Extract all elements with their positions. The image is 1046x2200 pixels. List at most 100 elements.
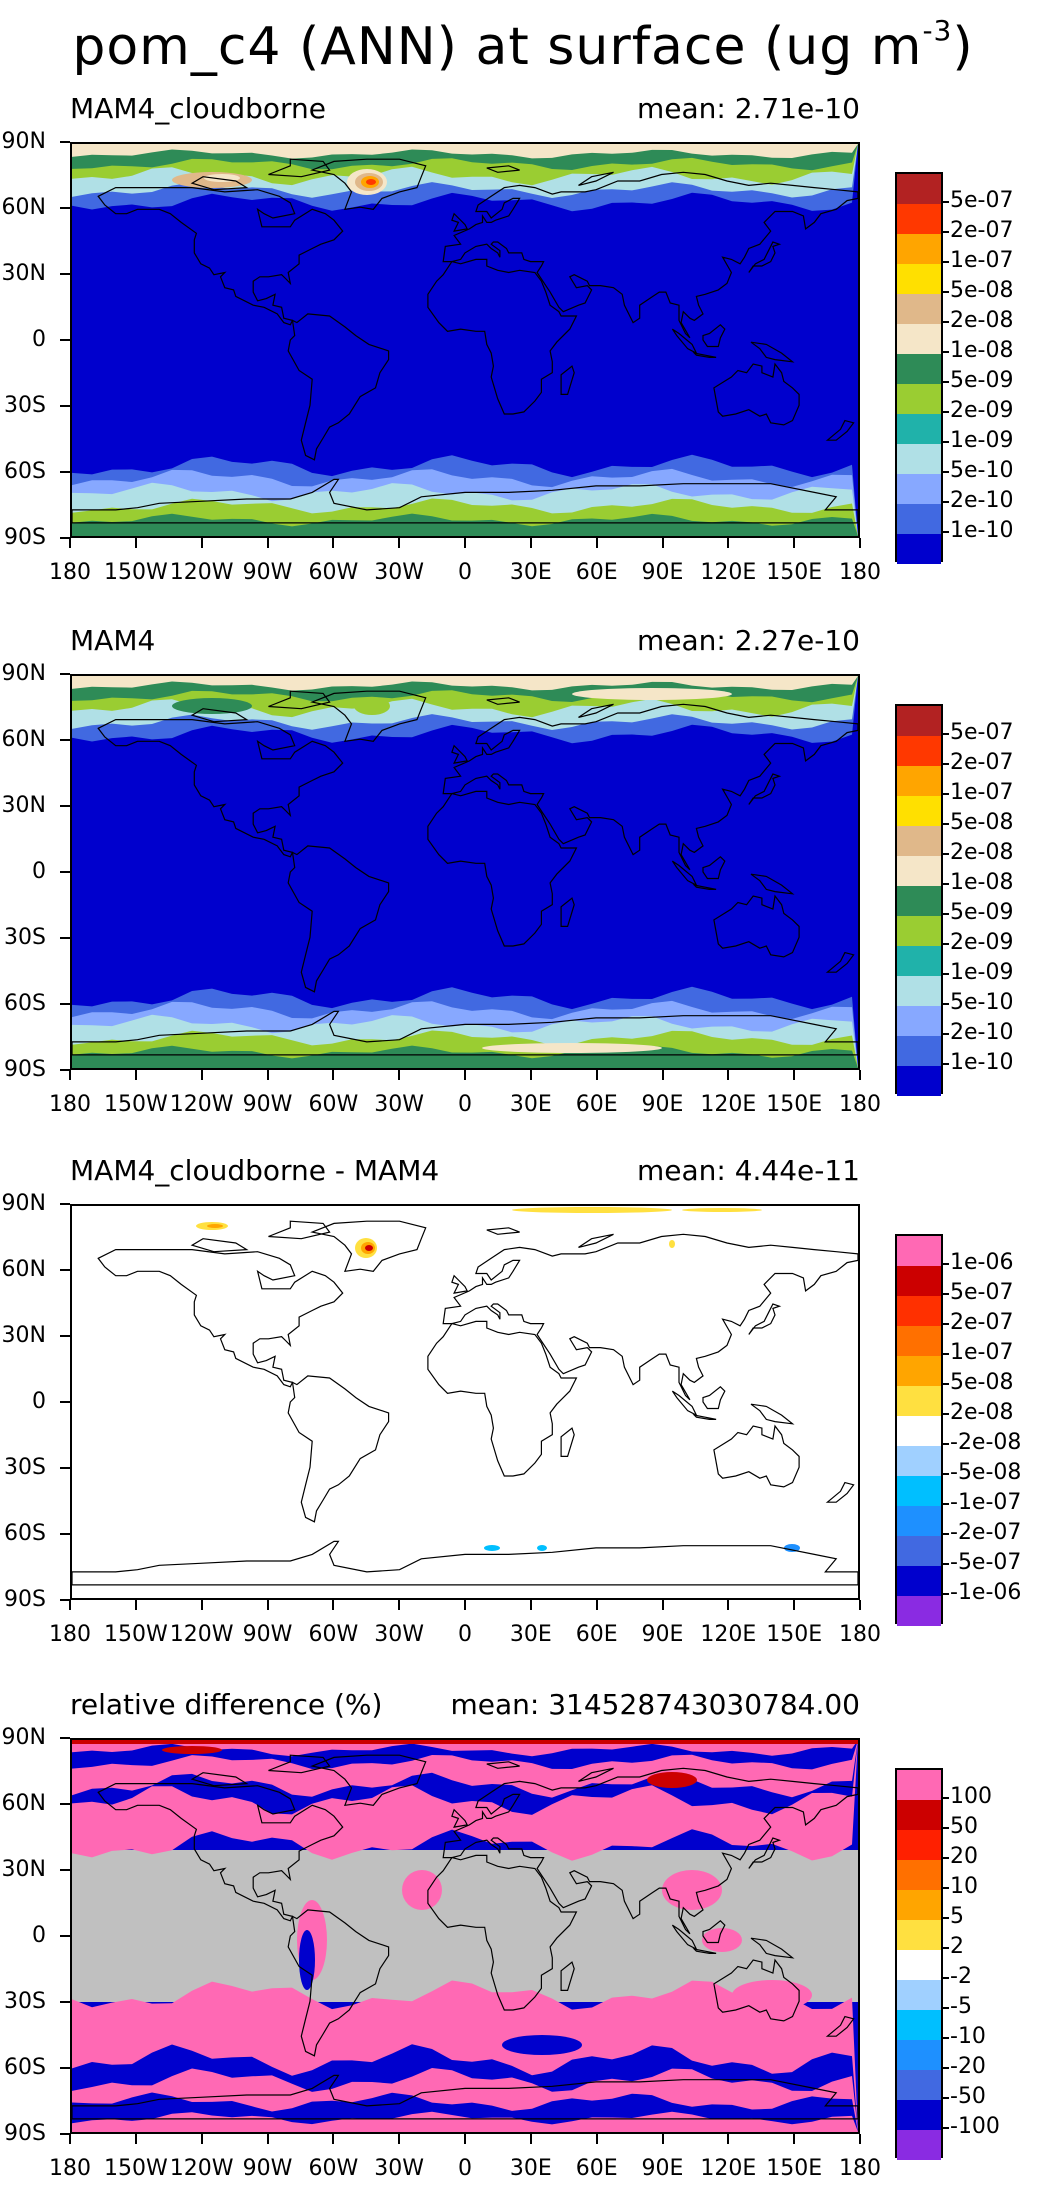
colorbar-label: 5e-09 [950, 368, 1014, 393]
colorbar-tick [941, 1797, 949, 1799]
lon-tick-label: 180 [49, 1622, 91, 1647]
lon-tick [793, 538, 796, 548]
colorbar-tick [941, 973, 949, 975]
lon-tick-label: 120E [700, 1622, 757, 1647]
lat-tick [60, 1467, 70, 1469]
colorbar-swatch [897, 976, 941, 1006]
coastline [713, 894, 800, 958]
colorbar-tick [941, 1563, 949, 1565]
colorbar-label: 2e-08 [950, 1400, 1014, 1425]
colorbar-label: 1e-08 [950, 870, 1014, 895]
colorbar-label: 2e-09 [950, 930, 1014, 955]
colorbar-swatch [897, 234, 941, 264]
lon-tick [332, 1600, 335, 1610]
colorbar-swatch [897, 886, 941, 916]
lon-tick-label: 120W [169, 1622, 234, 1647]
panel-name: MAM4_cloudborne - MAM4 [70, 1154, 440, 1187]
lon-tick [859, 1070, 861, 1080]
lon-tick [595, 1600, 598, 1610]
colorbar-swatch [897, 384, 941, 414]
map-panel-3: MAM4_cloudborne - MAM4 mean: 4.44e-11 90N 6… [0, 1146, 1046, 1666]
map-plot [70, 674, 860, 1070]
lat-tick [60, 537, 70, 539]
colorbar-swatch [897, 916, 941, 946]
coastline [451, 744, 469, 764]
lon-tick-label: 150E [766, 1622, 823, 1647]
coastline [268, 1754, 331, 1774]
coastline [442, 1767, 858, 1935]
coastline [578, 171, 614, 186]
colorbar-swatch [897, 1770, 941, 1800]
coastline [442, 703, 858, 871]
colorbar-swatch [897, 706, 941, 736]
coastline [442, 1233, 858, 1401]
colorbar-swatch [897, 1066, 941, 1096]
lon-tick [529, 538, 532, 548]
coastline [427, 1320, 578, 1477]
coastline [190, 1238, 249, 1253]
colorbar-swatch [897, 766, 941, 796]
lat-tick [60, 207, 70, 209]
colorbar-swatch [897, 1950, 941, 1980]
coastline [692, 1948, 717, 1954]
colorbar-tick [941, 1383, 949, 1385]
lat-tick [60, 141, 70, 143]
colorbar-label: 5e-07 [950, 1280, 1014, 1305]
coastline [310, 158, 427, 211]
colorbar-tick [941, 1353, 949, 1355]
colorbar [895, 172, 943, 564]
lon-tick [266, 538, 269, 548]
colorbar-swatch [897, 2100, 941, 2130]
coastline [578, 1233, 614, 1248]
coastline [578, 1767, 614, 1782]
lat-tick-label: 30S [4, 1989, 46, 2014]
colorbar-tick [941, 853, 949, 855]
coastline [486, 1761, 520, 1769]
figure-title-text: pom_c4 (ANN) at surface (ug m [72, 17, 923, 77]
lon-tick-label: 150W [103, 560, 168, 585]
colorbar-tick [941, 1003, 949, 1005]
lon-tick-label: 180 [839, 560, 881, 585]
colorbar-label: -100 [950, 2114, 1000, 2139]
colorbar-tick [941, 381, 949, 383]
lat-tick [60, 339, 70, 341]
lat-tick-label: 60S [4, 991, 46, 1016]
lon-tick [793, 2134, 796, 2144]
colorbar-label: 1e-07 [950, 248, 1014, 273]
colorbar-swatch [897, 414, 941, 444]
lon-tick-label: 120E [700, 560, 757, 585]
colorbar-tick [941, 531, 949, 533]
coastline [72, 478, 858, 524]
colorbar-label: 1e-06 [950, 1250, 1014, 1275]
lon-tick-label: 120W [169, 1092, 234, 1117]
lon-tick-label: 60E [575, 560, 618, 585]
lon-tick [727, 2134, 730, 2144]
lon-tick-label: 0 [458, 1092, 472, 1117]
panel-name: MAM4 [70, 624, 156, 657]
lon-tick [332, 2134, 335, 2144]
lat-tick [60, 1069, 70, 1071]
map-panel-1: MAM4_cloudborne mean: 2.71e-10 90N 60N 30N 0 3… [0, 84, 1046, 604]
colorbar-swatch [897, 1596, 941, 1626]
lon-tick-label: 60W [308, 560, 359, 585]
coastline [287, 313, 390, 461]
coastline [190, 176, 249, 191]
lat-tick [60, 1335, 70, 1337]
colorbar-label: 100 [950, 1784, 992, 1809]
colorbar-label: 1e-07 [950, 780, 1014, 805]
figure-title: pom_c4 (ANN) at surface (ug m-3) [0, 0, 1046, 77]
lon-tick-label: 30E [509, 1092, 552, 1117]
lat-tick-label: 30N [1, 261, 46, 286]
colorbar-label: 5e-10 [950, 990, 1014, 1015]
coastline [190, 708, 249, 723]
lon-tick [266, 2134, 269, 2144]
lon-tick-label: 60E [575, 2156, 618, 2181]
lon-tick-label: 90W [242, 1092, 293, 1117]
coastline [702, 856, 726, 880]
lat-tick-label: 90S [4, 525, 46, 550]
coastline [560, 897, 575, 927]
lat-tick [60, 1599, 70, 1601]
lon-tick [661, 1070, 664, 1080]
coastline [268, 1220, 331, 1240]
coastline [825, 2015, 855, 2037]
